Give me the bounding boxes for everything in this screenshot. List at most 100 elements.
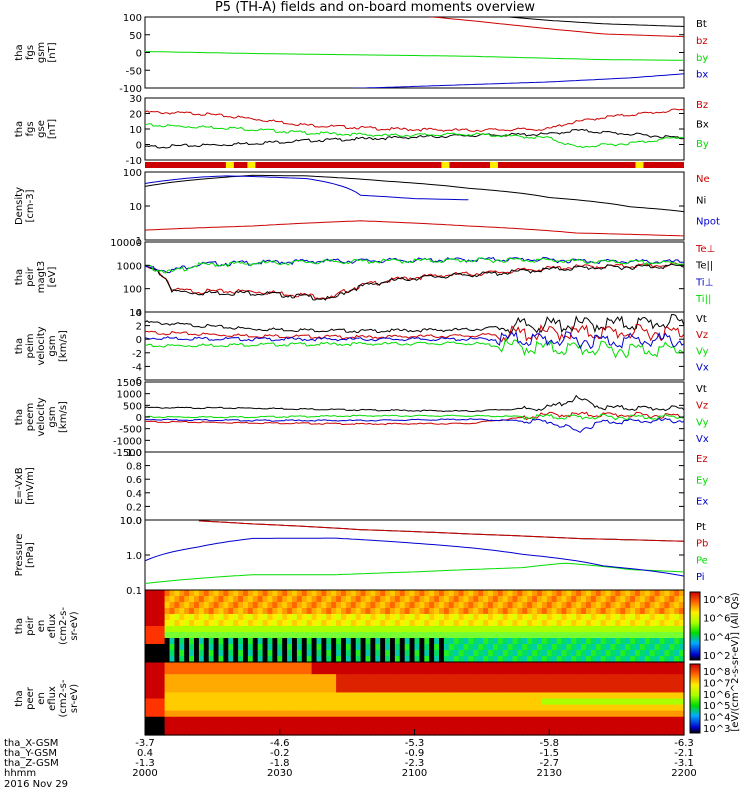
ion_spectrogram-cell [145, 620, 151, 627]
ion_spectrogram-cell [287, 596, 293, 603]
electron_spectrogram-cell [605, 722, 612, 730]
electron_spectrogram-cell [277, 722, 283, 730]
density-ylabel-line: Density [14, 187, 25, 225]
ion_spectrogram-cell [586, 644, 592, 651]
ion_spectrogram-cell [194, 650, 200, 657]
ion_spectrogram-cell [669, 656, 675, 663]
ion_spectrogram-cell [571, 596, 577, 603]
ion_spectrogram-cell [223, 602, 229, 609]
electron_spectrogram-cell [189, 728, 195, 736]
ion_spectrogram-cell [218, 638, 224, 645]
ion_spectrogram-cell [532, 608, 538, 615]
ion_spectrogram-cell [492, 644, 499, 651]
electron_spectrogram-cell [243, 722, 249, 730]
electron_spectrogram-cell [213, 716, 220, 724]
electron_spectrogram-cell [385, 716, 391, 724]
electron_spectrogram-cell [292, 662, 298, 669]
electron_spectrogram-cell [365, 662, 371, 669]
ion_spectrogram-cell [233, 656, 239, 663]
ion_spectrogram-cell [394, 650, 401, 657]
ion_spectrogram-cell [458, 626, 465, 633]
ion_spectrogram-cell [252, 608, 259, 615]
electron_spectrogram-cell [326, 710, 332, 718]
electron_spectrogram-cell [473, 692, 479, 700]
electron_spectrogram-cell [380, 704, 386, 712]
ion_spectrogram-cell [664, 602, 670, 609]
ion_spectrogram-cell [620, 614, 626, 621]
ion_spectrogram-cell [194, 638, 200, 645]
electron_spectrogram-cell [537, 716, 543, 724]
ion_spectrogram-cell [311, 650, 318, 657]
electron_spectrogram-cell [262, 668, 269, 675]
ion_spectrogram-cell [586, 590, 592, 597]
electron_spectrogram-cell [507, 728, 514, 736]
ion_spectrogram-cell [546, 602, 553, 609]
electron_spectrogram-cell [154, 680, 161, 687]
electron_spectrogram-cell [316, 704, 322, 712]
electron_spectrogram-cell [483, 686, 489, 694]
electron_spectrogram-cell [277, 668, 283, 675]
ion_spectrogram-cell [390, 590, 396, 597]
electron_velocity-ylabel-line: peem [25, 403, 36, 431]
electron_spectrogram-cell [439, 662, 445, 669]
pressure-legend-Pi: Pi [696, 572, 705, 583]
electron_spectrogram-cell [208, 722, 215, 730]
electron_spectrogram-cell [189, 710, 195, 718]
electron_spectrogram-cell [321, 698, 327, 706]
ion_spectrogram-cell [478, 602, 484, 609]
ion_spectrogram-cell [595, 590, 602, 597]
ion_spectrogram-cell [267, 608, 273, 615]
ion_spectrogram-cell [184, 638, 190, 645]
electron_spectrogram-cell [213, 662, 220, 669]
electron_spectrogram-cell [488, 692, 494, 700]
electron_spectrogram-cell [154, 716, 161, 724]
electron_spectrogram-cell [434, 668, 440, 675]
ion_spectrogram-cell [615, 632, 621, 639]
electron_spectrogram-cell [272, 728, 278, 736]
ion_spectrogram-cell [483, 626, 489, 633]
ion_spectrogram-cell [419, 644, 425, 651]
electron_spectrogram-cell [453, 728, 460, 736]
ion_spectrogram-cell [502, 620, 509, 627]
ion_spectrogram-cell [414, 650, 420, 657]
ion_spectrogram-cell [556, 608, 563, 615]
electron_spectrogram-cell [429, 722, 435, 730]
ion_spectrogram-cell [537, 596, 543, 603]
orbit-value-hhmm: 2030 [267, 768, 292, 779]
efield-frame [144, 451, 685, 521]
electron_spectrogram-cell [639, 674, 646, 681]
density-series-Npot [145, 175, 469, 201]
electron_spectrogram-cell [311, 710, 318, 718]
electron_spectrogram-cell [282, 710, 288, 718]
ion_spectrogram-cell [527, 620, 533, 627]
ion_spectrogram-cell [159, 632, 166, 639]
ion_spectrogram-cell [674, 632, 680, 639]
ion_spectrogram-cell [243, 608, 249, 615]
electron_spectrogram-cell [414, 722, 420, 730]
electron_spectrogram-cell [556, 674, 563, 681]
ion_spectrogram-cell [590, 620, 597, 627]
ion_spectrogram-cell [497, 632, 504, 639]
ion_spectrogram-cell [654, 602, 661, 609]
electron_spectrogram-cell [654, 668, 661, 675]
ion_spectrogram-cell [228, 608, 234, 615]
electron_spectrogram-cell [375, 716, 381, 724]
electron_spectrogram-cell [468, 698, 474, 706]
ion_spectrogram-cell [546, 638, 553, 645]
electron_spectrogram-cell [164, 674, 171, 681]
electron_spectrogram-cell [649, 674, 656, 681]
ion_spectrogram-cell [576, 596, 582, 603]
ion_spectrogram-cell [345, 614, 352, 621]
ion_spectrogram-cell [331, 590, 337, 597]
electron_spectrogram-cell [659, 710, 665, 718]
ion_spectrogram-cell [306, 638, 313, 645]
electron_spectrogram-cell [659, 662, 665, 669]
ion_spectrogram-cell [375, 602, 381, 609]
ion_spectrogram-cell [497, 596, 504, 603]
electron_spectrogram-cell [492, 692, 499, 700]
electron_spectrogram-cell [566, 728, 572, 736]
ion_spectrogram-cell [262, 656, 269, 663]
electron_spectrogram-cell [586, 692, 592, 700]
ion_spectrogram-cell [644, 632, 651, 639]
electron_spectrogram-cell [483, 710, 489, 718]
